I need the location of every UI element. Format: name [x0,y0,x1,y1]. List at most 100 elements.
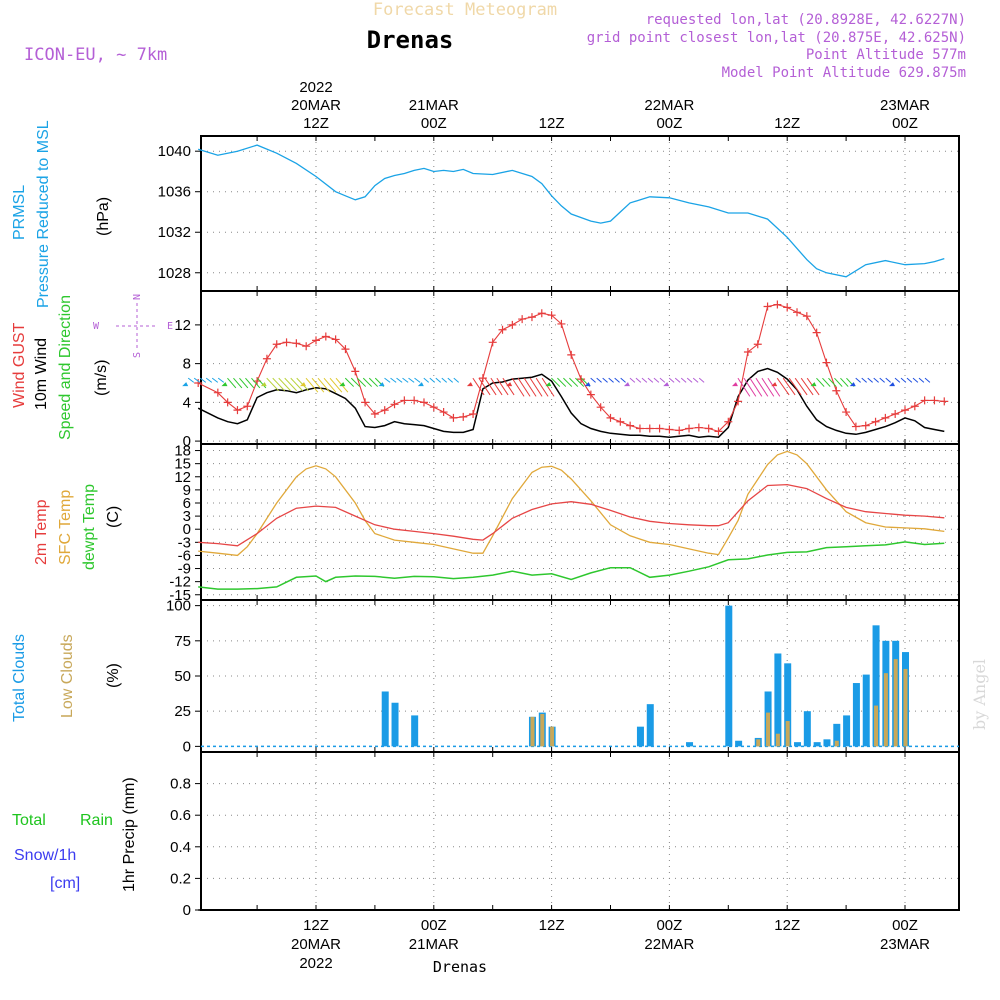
total-cloud-bar [381,691,389,747]
wind-barb-stroke [199,377,207,383]
gust-point [390,400,399,409]
ytick-label: 4 [183,394,191,411]
total-cloud-bar [823,739,831,747]
wind-barb-stroke [828,377,837,387]
gust-point [724,417,733,426]
wind-barb-stroke [402,377,409,383]
low-cloud-bar [785,721,790,747]
ytick-label: 0.8 [170,776,191,793]
compass-rose: N W E S [93,294,173,358]
place-title: Drenas [367,26,454,54]
wind-direction-arrow [378,377,421,387]
wind-barb-stroke [435,377,442,383]
low-cloud-bar [766,712,771,747]
wind-barb-stroke [749,377,763,397]
gust-point [881,413,890,422]
wind-barb-stroke [541,377,555,397]
wind-barb-head [623,382,630,387]
wind-barb-stroke [484,377,497,396]
forecast-meteogram-title: Forecast Meteogram [373,0,557,20]
wind-barb-stroke [906,377,913,383]
wind-barb-stroke [478,377,491,396]
wind-barb-stroke [698,377,705,383]
gust-point [940,397,949,406]
wind-barb-stroke [429,377,436,383]
gust-point [429,403,438,412]
wind-barb-stroke [861,377,867,383]
ytick-label: 0 [183,738,191,755]
wind-barb-stroke [879,377,885,383]
t2m-label: 2m Temp [33,499,50,565]
gust-point [262,354,271,363]
wind-barb-head [545,382,552,387]
gust-point [743,348,752,357]
gust-point [331,335,340,344]
gust-point [312,336,320,345]
compass-south-label: S [132,352,143,358]
ytick-label: 0 [183,433,191,450]
wind-barb-head [260,382,267,387]
wind-direction-arrow [889,377,931,387]
wind-barb-stroke [496,377,509,396]
total-cloud-bar [646,704,654,747]
wind-barb-stroke [912,377,919,383]
wind-barb-stroke [193,377,201,383]
wind-barb-stroke [800,377,814,396]
wind-direction-arrow [623,377,666,387]
ytick-label: 25 [174,703,191,720]
ytick-label: 100 [166,598,191,615]
point-altitude: Point Altitude 577m [806,47,966,63]
gust-point [282,338,291,347]
top-time-label: 21MAR [409,97,459,114]
wind-direction-arrow [182,377,225,387]
gust-point [930,396,939,405]
gust-point [645,424,654,433]
wind-barb-stroke [551,377,561,387]
low-cloud-bar [530,716,535,747]
wind-barb-head [221,382,228,387]
total-cloud-bar [636,726,644,747]
gust-point [449,413,458,422]
wind-barb-stroke [602,377,608,383]
wind-barb-stroke [523,377,537,397]
total-clouds-label: Total Clouds [11,634,28,722]
gust-point [400,396,409,405]
wind-barb-stroke [806,377,820,396]
pressure-desc-label: Pressure Reduced to MSL [35,120,52,308]
top-time-label: 22MAR [644,97,694,114]
gust-label: Wind GUST [11,322,28,408]
wind-barb-stroke [453,377,460,383]
gust-point [233,406,242,415]
gust-point [842,408,851,417]
total-cloud-bar [872,625,880,747]
wind-barb-stroke [211,377,219,383]
bottom-time-label: 00Z [656,917,682,934]
gust-point [635,424,644,433]
gust-point [213,388,222,397]
total-cloud-bar [833,723,841,747]
wind-barb-head [182,382,189,387]
dewpoint-line [198,541,945,590]
wind-barb-stroke [233,377,243,389]
pressure-line [198,144,945,278]
gust-point [410,396,419,405]
ytick-label: 0 [183,902,191,919]
total-cloud-bar [411,715,419,747]
low-clouds-label: Low Clouds [59,634,76,718]
ytick-label: 8 [183,356,191,373]
wind-barb-stroke [755,377,769,397]
wind-direction-arrow [663,377,705,387]
wind-barb-stroke [396,377,403,383]
ytick-label: 1040 [158,143,191,160]
ytick-label: 75 [174,633,191,650]
gust-point [557,319,566,328]
wind-barb-stroke [368,377,379,387]
gust-point [488,338,497,347]
gust-point [675,426,684,435]
wind-direction-arrow [221,377,267,389]
footer-place: Drenas [433,958,487,976]
wind-barb-stroke [596,377,602,383]
credit-watermark: by Angel [970,659,989,730]
wind-barb-head [339,382,346,387]
gust-point [626,421,635,430]
